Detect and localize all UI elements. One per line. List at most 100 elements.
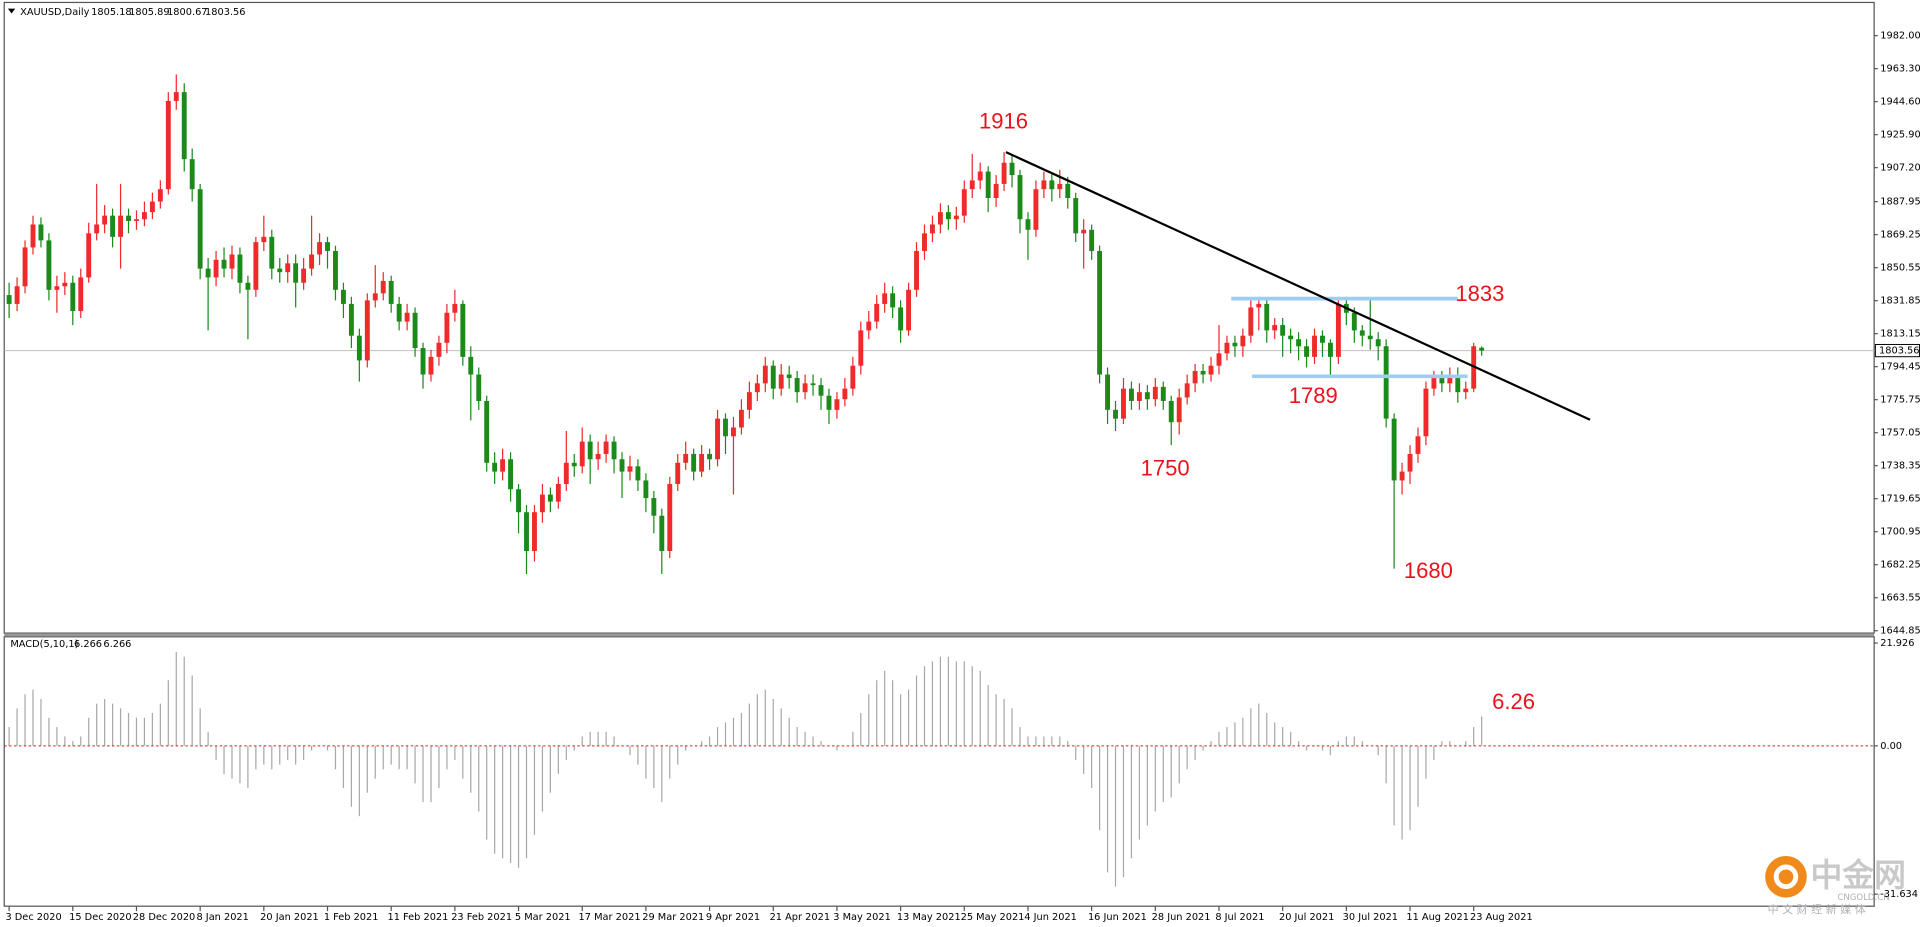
y-tick-label: 0.00 xyxy=(1880,741,1902,752)
candle-body xyxy=(1097,250,1103,375)
x-tick-label: 28 Jun 2021 xyxy=(1152,912,1211,923)
candle-body xyxy=(197,189,203,269)
candle-body xyxy=(1256,303,1262,308)
candle-body xyxy=(922,233,927,251)
candle-body xyxy=(961,189,967,216)
price-annotation: 1916 xyxy=(979,109,1028,134)
candle-body xyxy=(723,418,728,437)
candle-body xyxy=(14,286,20,304)
candle-body xyxy=(707,453,713,460)
candle-body xyxy=(643,480,649,499)
y-tick-label: 1982.00 xyxy=(1880,31,1920,42)
menu-arrow xyxy=(7,8,16,14)
candle-body xyxy=(802,383,808,393)
logo-icon-ring xyxy=(1773,864,1799,890)
candle-body xyxy=(253,242,259,290)
candle-body xyxy=(30,224,36,248)
candle-body xyxy=(62,282,68,287)
last-price-box xyxy=(1874,343,1920,358)
candle-body xyxy=(786,374,792,379)
candle-body xyxy=(476,374,482,401)
candle-body xyxy=(1144,392,1150,400)
candle-body xyxy=(1049,180,1055,190)
candle-body xyxy=(1081,229,1087,234)
y-tick-label: 1738.35 xyxy=(1880,461,1920,472)
candle-body xyxy=(348,303,354,336)
candle-body xyxy=(1065,183,1071,199)
candle-body xyxy=(1415,436,1421,454)
y-tick-label: 1663.55 xyxy=(1880,593,1920,604)
x-tick-label: 11 Aug 2021 xyxy=(1406,912,1469,923)
y-tick-label: 1719.65 xyxy=(1880,494,1920,505)
candle-body xyxy=(94,224,100,234)
candle-body xyxy=(1001,162,1007,184)
x-tick-label: 3 Dec 2020 xyxy=(5,912,61,923)
y-tick-label: 1887.95 xyxy=(1880,197,1920,208)
candle-body xyxy=(715,418,720,460)
candle-body xyxy=(539,494,545,513)
candle-body xyxy=(165,100,171,190)
candle-body xyxy=(1479,347,1485,351)
x-tick-label: 20 Jul 2021 xyxy=(1279,912,1334,923)
candle-body xyxy=(914,250,919,290)
ohlc-low: 1800.67 xyxy=(167,7,207,18)
candle-body xyxy=(906,289,912,331)
ohlc-close: 1803.56 xyxy=(205,7,245,18)
candle-body xyxy=(1017,175,1023,220)
candle-body xyxy=(1264,303,1270,331)
x-tick-label: 1 Feb 2021 xyxy=(324,912,379,923)
x-tick-label: 21 Apr 2021 xyxy=(770,912,830,923)
candle-body xyxy=(659,515,665,552)
candle-body xyxy=(86,233,92,278)
candle-body xyxy=(547,494,553,502)
candle-body xyxy=(141,212,147,220)
price-panel xyxy=(3,1,1875,634)
candle-body xyxy=(1431,378,1437,389)
candle-body xyxy=(826,395,832,410)
candle-body xyxy=(858,330,864,366)
candle-body xyxy=(1439,378,1445,384)
candle-body xyxy=(1367,335,1373,340)
price-annotation: 1833 xyxy=(1455,281,1504,306)
candle-body xyxy=(953,215,959,220)
candle-body xyxy=(1312,335,1317,357)
candle-body xyxy=(356,335,362,361)
ohlc-open: 1805.18 xyxy=(91,7,131,18)
candle-body xyxy=(261,236,267,243)
candle-body xyxy=(627,466,633,472)
candle-body xyxy=(619,459,625,472)
candle-body xyxy=(929,224,935,234)
candle-body xyxy=(1033,189,1039,230)
candle-body xyxy=(1089,229,1095,251)
x-tick-label: 9 Apr 2021 xyxy=(706,912,760,923)
candle-body xyxy=(699,453,705,472)
x-tick-label: 16 Jun 2021 xyxy=(1088,912,1147,923)
candle-body xyxy=(969,180,975,190)
y-tick-label: 1682.25 xyxy=(1880,560,1920,571)
candle-body xyxy=(651,498,657,516)
x-tick-label: 25 May 2021 xyxy=(961,912,1025,923)
candle-body xyxy=(1463,388,1469,393)
candle-body xyxy=(595,453,601,460)
x-tick-label: 20 Jan 2021 xyxy=(260,912,319,923)
candle-body xyxy=(1335,303,1341,357)
price-annotation: 1750 xyxy=(1141,455,1190,480)
candle-body xyxy=(1184,383,1190,398)
candle-body xyxy=(102,215,108,225)
macd-panel xyxy=(3,636,1875,907)
candle-body xyxy=(810,383,816,386)
candle-body xyxy=(667,483,673,552)
candle-body xyxy=(850,365,856,389)
candle-body xyxy=(571,462,577,467)
candle-body xyxy=(1327,342,1333,357)
candle-body xyxy=(126,215,131,221)
price-annotation: 1789 xyxy=(1289,383,1338,408)
y-tick-label: 1700.95 xyxy=(1880,527,1920,538)
candle-body xyxy=(1136,392,1142,401)
candle-body xyxy=(1128,388,1134,401)
candle-body xyxy=(898,307,904,331)
x-tick-label: 28 Dec 2020 xyxy=(133,912,196,923)
y-tick-label: 1907.20 xyxy=(1880,163,1920,174)
candle-body xyxy=(420,348,426,375)
